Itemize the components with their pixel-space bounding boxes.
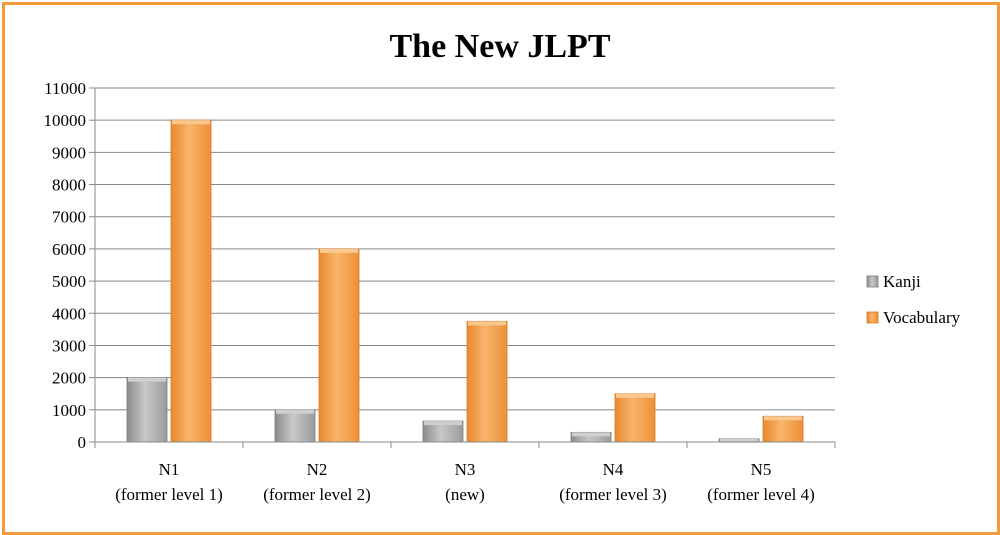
bar-vocabulary-n1 — [170, 119, 212, 443]
bar-kanji-n1 — [126, 377, 168, 443]
bar-bevel — [572, 432, 610, 437]
bar-bevel — [128, 377, 166, 382]
bar-vocabulary-n2 — [318, 248, 360, 443]
x-category-label: N3 — [455, 460, 476, 479]
x-category-label: N2 — [307, 460, 328, 479]
bar-bevel — [764, 416, 802, 421]
bar-bevel — [468, 321, 506, 326]
y-tick-label: 2000 — [52, 369, 86, 388]
bar-bevel — [616, 393, 654, 398]
bar-vocabulary-n3 — [466, 320, 508, 443]
x-category-label: (former level 1) — [115, 485, 223, 504]
x-category-label: (former level 4) — [707, 485, 815, 504]
y-tick-label: 10000 — [44, 111, 87, 130]
y-tick-label: 7000 — [52, 208, 86, 227]
bar-bevel — [424, 421, 462, 426]
legend-label-kanji: Kanji — [883, 272, 921, 291]
y-tick-label: 8000 — [52, 176, 86, 195]
y-tick-label: 1000 — [52, 401, 86, 420]
y-tick-label: 9000 — [52, 143, 86, 162]
y-tick-label: 0 — [78, 433, 87, 452]
legend-swatch-kanji — [866, 275, 879, 288]
x-category-label: (former level 2) — [263, 485, 371, 504]
x-category-label: (new) — [445, 485, 485, 504]
y-tick-label: 6000 — [52, 240, 86, 259]
x-category-label: N1 — [159, 460, 180, 479]
bar-bevel — [320, 248, 358, 253]
bar-bevel — [276, 409, 314, 414]
y-tick-label: 11000 — [44, 79, 86, 98]
x-category-label: (former level 3) — [559, 485, 667, 504]
legend-label-vocabulary: Vocabulary — [883, 308, 961, 327]
bar-vocabulary-n4 — [614, 393, 656, 443]
y-tick-label: 5000 — [52, 272, 86, 291]
y-tick-label: 3000 — [52, 336, 86, 355]
y-tick-label: 4000 — [52, 304, 86, 323]
x-category-label: N5 — [751, 460, 772, 479]
bar-kanji-n2 — [274, 409, 316, 443]
chart-title: The New JLPT — [390, 28, 611, 65]
bar-bevel — [172, 120, 210, 125]
x-category-label: N4 — [603, 460, 624, 479]
bar-bevel — [720, 438, 758, 443]
legend-swatch-vocabulary — [866, 311, 879, 324]
